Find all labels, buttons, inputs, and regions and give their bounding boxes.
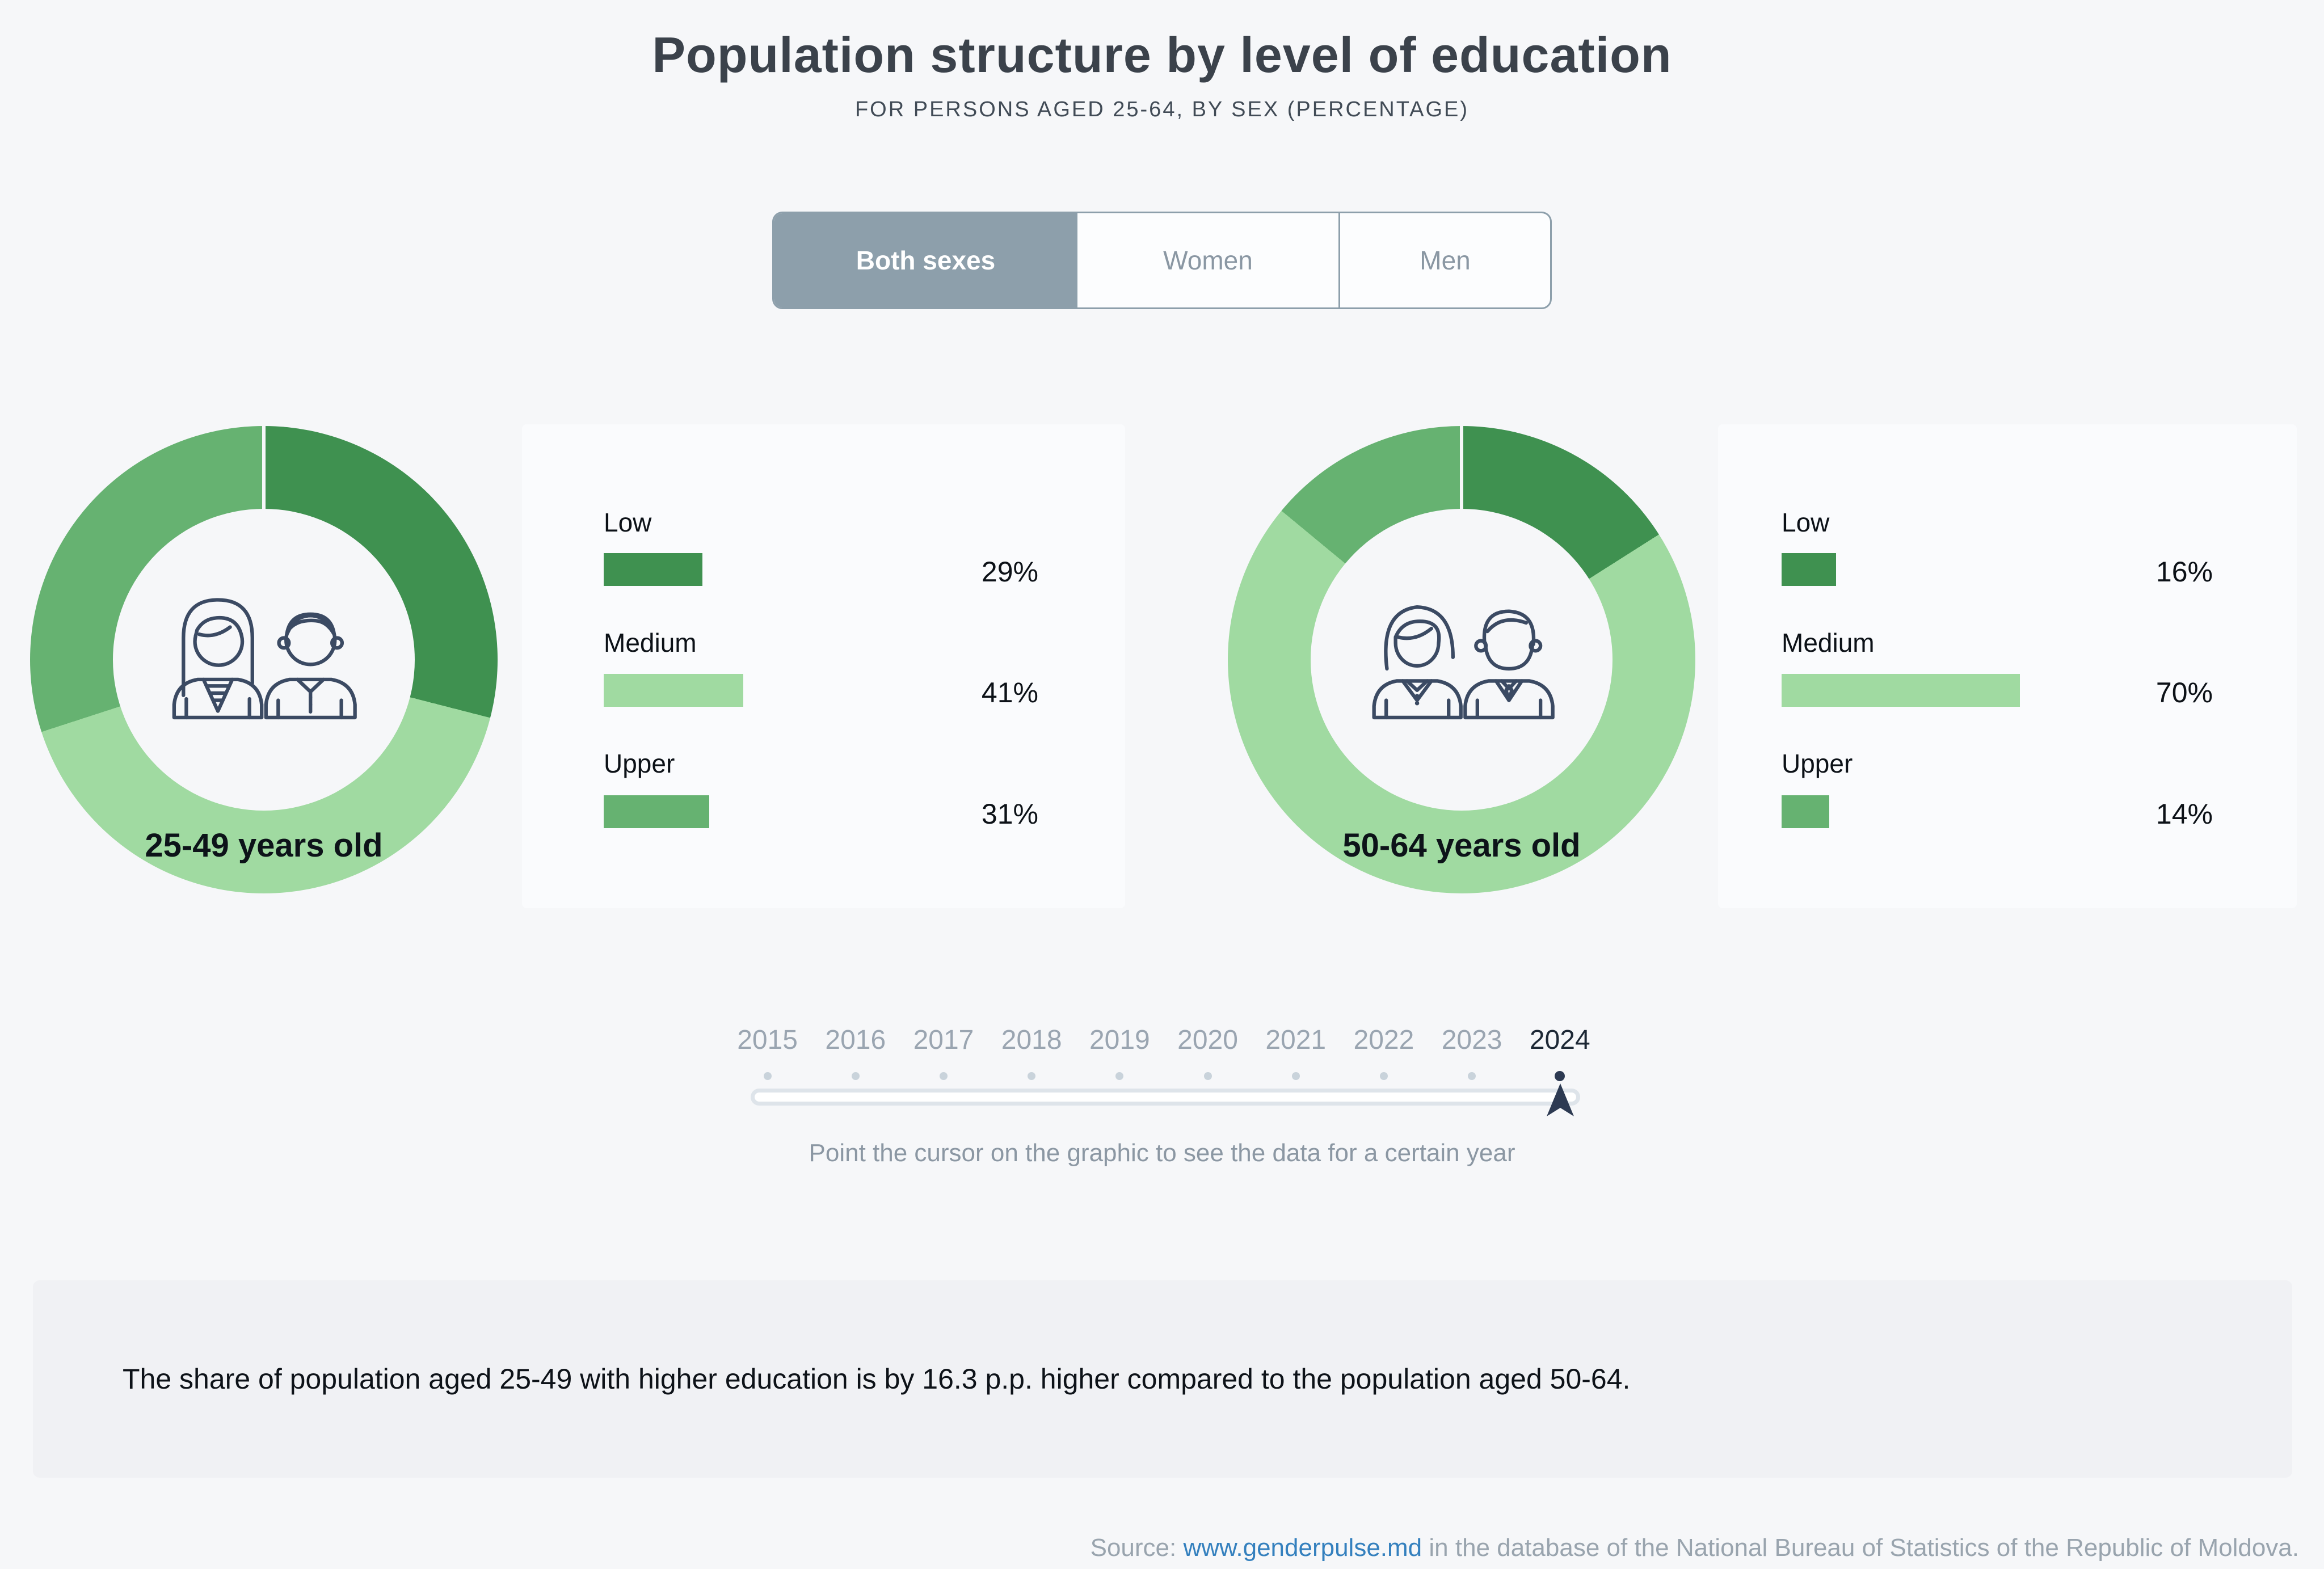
bar-value-upper: 31% bbox=[981, 798, 1038, 830]
tab-women[interactable]: Women bbox=[1163, 246, 1253, 275]
year-2019[interactable]: 2019 bbox=[1089, 1025, 1150, 1055]
year-2017[interactable]: 2017 bbox=[913, 1025, 974, 1055]
bar-label-low: Low bbox=[604, 508, 652, 537]
year-dot[interactable] bbox=[1028, 1072, 1036, 1080]
source-suffix: in the database of the National Bureau o… bbox=[1429, 1534, 2299, 1562]
bar-value-low: 16% bbox=[2155, 556, 2213, 588]
bar-value-medium: 41% bbox=[981, 677, 1038, 708]
bar-medium bbox=[604, 674, 743, 707]
year-slider-track[interactable] bbox=[751, 1089, 1580, 1106]
bar-value-medium: 70% bbox=[2155, 677, 2213, 708]
bars-panel-25-49 bbox=[522, 424, 1125, 908]
donut-hole: 50-64 years old bbox=[1311, 509, 1613, 864]
donut-separator bbox=[1460, 426, 1463, 510]
year-dot-selected[interactable] bbox=[1555, 1071, 1565, 1081]
year-dot[interactable] bbox=[1203, 1072, 1212, 1080]
year-2016[interactable]: 2016 bbox=[825, 1025, 886, 1055]
donut-hole: 25-49 years old bbox=[113, 509, 415, 864]
year-labels-row: 2015 2016 2017 2018 2019 2020 2021 2022 … bbox=[723, 1024, 1604, 1056]
tab-men[interactable]: Men bbox=[1338, 213, 1550, 307]
bar-label-medium: Medium bbox=[604, 628, 697, 657]
bar-low bbox=[1782, 553, 1836, 586]
year-dot[interactable] bbox=[1115, 1072, 1124, 1080]
year-2022[interactable]: 2022 bbox=[1353, 1025, 1414, 1055]
slider-hint: Point the cursor on the graphic to see t… bbox=[809, 1139, 1515, 1167]
bar-upper bbox=[604, 795, 709, 828]
donut-25-49[interactable]: 25-49 years old bbox=[30, 426, 498, 893]
year-dot[interactable] bbox=[1468, 1072, 1476, 1080]
year-2024-selected[interactable]: 2024 bbox=[1529, 1025, 1590, 1055]
bar-label-medium: Medium bbox=[1782, 628, 1875, 657]
donut-group-label: 25-49 years old bbox=[145, 827, 383, 864]
slider-cursor-icon[interactable] bbox=[1547, 1083, 1574, 1116]
note-panel: The share of population aged 25-49 with … bbox=[33, 1280, 2292, 1478]
year-2020[interactable]: 2020 bbox=[1177, 1025, 1238, 1055]
donut-50-64[interactable]: 50-64 years old bbox=[1228, 426, 1695, 893]
year-dot[interactable] bbox=[1291, 1072, 1300, 1080]
year-dot[interactable] bbox=[763, 1072, 772, 1080]
note-text: The share of population aged 25-49 with … bbox=[123, 1363, 1631, 1395]
year-dot[interactable] bbox=[851, 1072, 860, 1080]
donut-group-label: 50-64 years old bbox=[1342, 827, 1581, 864]
young-couple-icon bbox=[172, 598, 357, 720]
bar-label-upper: Upper bbox=[604, 749, 675, 778]
page-subtitle: FOR PERSONS AGED 25-64, BY SEX (PERCENTA… bbox=[854, 98, 1470, 121]
bar-label-low: Low bbox=[1782, 508, 1830, 537]
page-title: Population structure by level of educati… bbox=[652, 27, 1672, 83]
bar-label-upper: Upper bbox=[1782, 749, 1853, 778]
year-dot[interactable] bbox=[939, 1072, 948, 1080]
year-2021[interactable]: 2021 bbox=[1265, 1025, 1327, 1055]
source-line: Source: www.genderpulse.md in the databa… bbox=[1091, 1534, 2299, 1562]
source-prefix: Source: bbox=[1090, 1534, 1177, 1562]
year-dots-row bbox=[723, 1069, 1604, 1083]
year-2023[interactable]: 2023 bbox=[1441, 1025, 1502, 1055]
source-link[interactable]: www.genderpulse.md bbox=[1183, 1534, 1422, 1562]
bar-value-upper: 14% bbox=[2155, 798, 2213, 830]
bars-panel-50-64 bbox=[1718, 424, 2297, 908]
bar-medium bbox=[1782, 674, 2020, 707]
bar-value-low: 29% bbox=[981, 556, 1038, 588]
donut-separator bbox=[262, 426, 266, 510]
tab-both-sexes[interactable]: Both sexes bbox=[774, 213, 1077, 307]
year-dot[interactable] bbox=[1379, 1072, 1388, 1080]
bar-upper bbox=[1782, 795, 1829, 828]
sex-tab-group: Both sexes Women Men bbox=[772, 212, 1552, 309]
year-2018[interactable]: 2018 bbox=[1001, 1025, 1062, 1055]
older-couple-icon bbox=[1372, 605, 1555, 720]
bar-low bbox=[604, 553, 702, 586]
year-2015[interactable]: 2015 bbox=[737, 1025, 798, 1055]
